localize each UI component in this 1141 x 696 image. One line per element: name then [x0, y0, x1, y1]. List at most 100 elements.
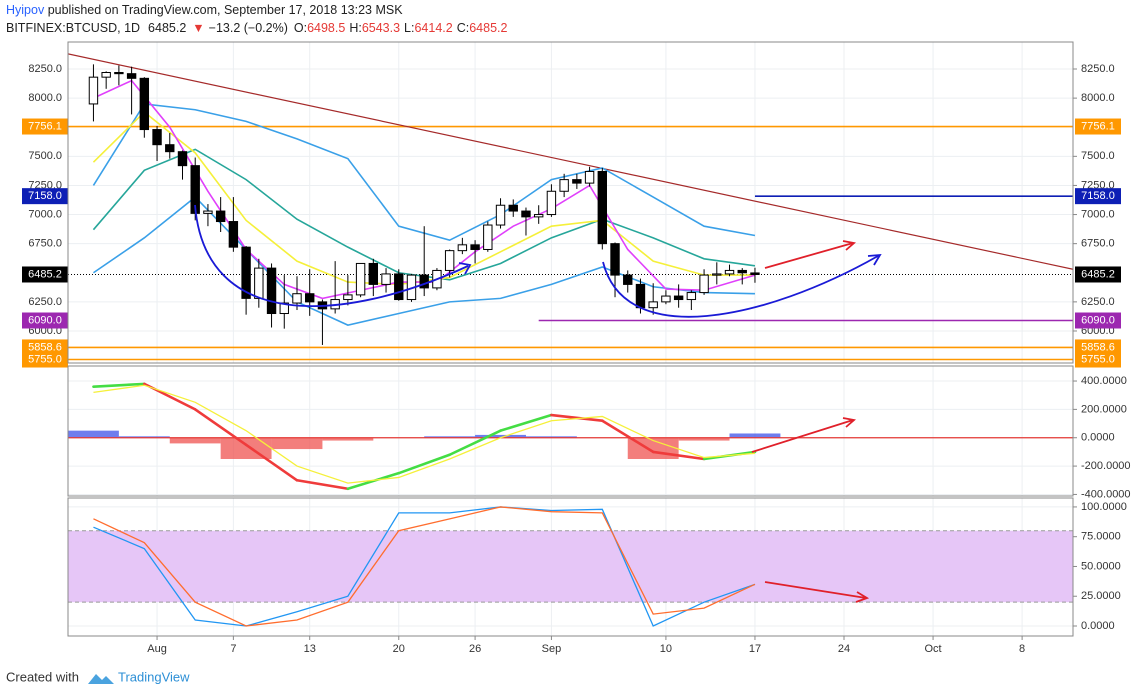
candle-body: [114, 72, 124, 75]
price-tag: [22, 339, 68, 356]
candle-body: [457, 244, 468, 252]
candle-body: [661, 295, 671, 303]
candle-body: [521, 210, 531, 218]
candle-body: [623, 274, 633, 285]
histogram-bar: [118, 436, 170, 438]
indicator-segment: [550, 413, 604, 423]
candle-body: [495, 204, 506, 226]
candle-body: [470, 244, 480, 250]
candle-body: [712, 273, 722, 276]
panel-frame: [67, 365, 1074, 497]
candle-body: [635, 283, 646, 309]
candle-body: [686, 292, 697, 301]
histogram-bar: [729, 433, 781, 438]
symbol: BITFINEX:BTCUSD, 1D: [6, 21, 140, 35]
y-tick-label: -200.0000: [1081, 460, 1131, 472]
candle-body: [699, 274, 709, 294]
panel-frame: [67, 497, 1074, 637]
band: [68, 530, 1073, 603]
candle-body: [444, 250, 455, 271]
candle-body: [648, 301, 658, 309]
ohlc-value: 6485.2: [469, 21, 507, 35]
indicator-segment: [651, 450, 706, 461]
price-tag: [1075, 312, 1121, 329]
candle-body: [572, 179, 582, 184]
indicator-line: [93, 506, 756, 627]
y-tick-label: 6750.0: [28, 238, 62, 250]
y-tick-label: 400.0000: [1081, 375, 1127, 387]
y-tick-label: 200.0000: [1081, 403, 1127, 415]
candle-body: [152, 129, 162, 146]
x-tick-label: 26: [469, 643, 481, 655]
candle-body: [228, 221, 239, 248]
indicator-segment: [92, 382, 146, 388]
candle-body: [241, 246, 251, 299]
candle-body: [215, 210, 226, 223]
price-tag-label: 6485.2: [28, 268, 62, 280]
panel: [68, 498, 1073, 636]
candle-body: [419, 274, 429, 289]
candle-body: [203, 210, 213, 214]
y-tick-label: 0.0000: [1081, 620, 1115, 632]
arrow: [764, 240, 856, 269]
y-tick-label: -400.0000: [1081, 488, 1131, 500]
candle-body: [279, 302, 289, 315]
header-line: Hyipov published on TradingView.com, Sep…: [6, 3, 403, 17]
candle-body: [343, 294, 353, 301]
y-tick-label: 50.0000: [1081, 560, 1121, 572]
price-tag-label: 7756.1: [1081, 120, 1115, 132]
histogram-bar: [68, 430, 119, 438]
y-tick-label: 6750.0: [1081, 238, 1115, 250]
candle-body: [292, 293, 302, 304]
indicator-line: [93, 79, 756, 300]
candle-body: [101, 72, 111, 78]
x-tick-label: 24: [838, 643, 850, 655]
author[interactable]: Hyipov: [6, 3, 45, 17]
candle-body: [88, 76, 99, 105]
ohlc-label: H:: [349, 21, 362, 35]
candle-body: [394, 273, 404, 301]
candle-body: [126, 73, 137, 79]
y-tick-label: 8250.0: [28, 63, 62, 75]
y-tick-label: 25.0000: [1081, 590, 1121, 602]
panel: [68, 366, 1073, 496]
price-tag: [1075, 266, 1121, 283]
brand[interactable]: TradingView: [118, 669, 190, 684]
candle-body: [305, 293, 315, 303]
footer-text: Created with: [6, 669, 79, 684]
price-tag-label: 5755.0: [1081, 353, 1115, 365]
ohlc-label: O:: [294, 21, 307, 35]
price-tag: [1075, 339, 1121, 356]
candle-body: [750, 272, 760, 275]
footer: Created with TradingView: [6, 669, 190, 684]
price-tag-label: 6090.0: [1081, 314, 1115, 326]
logo: [88, 674, 114, 684]
candle-body: [165, 144, 175, 153]
trendline: [68, 53, 1073, 270]
candle-body: [508, 204, 518, 212]
candle-body: [597, 170, 608, 245]
curve: [602, 255, 879, 318]
indicator-segment: [601, 419, 655, 454]
histogram-bar: [525, 436, 577, 438]
curve: [194, 204, 469, 308]
indicator-segment: [397, 453, 451, 475]
candle-body: [177, 151, 188, 167]
x-tick-label: 7: [230, 643, 236, 655]
price-tag-label: 7158.0: [1081, 190, 1115, 202]
candle-body: [546, 190, 557, 216]
histogram-bar: [271, 437, 323, 450]
x-tick-label: Oct: [925, 643, 942, 655]
price-tag-label: 5858.6: [28, 341, 62, 353]
histogram-bar: [424, 436, 476, 438]
candle-body: [584, 170, 595, 184]
price-tag-label: 6090.0: [28, 314, 62, 326]
x-tick-label: 13: [304, 643, 316, 655]
x-tick-label: Sep: [542, 643, 562, 655]
x-tick-label: 17: [749, 643, 761, 655]
arrow-head: [458, 262, 472, 275]
panel-frame: [67, 41, 1074, 364]
price-tag-label: 5858.6: [1081, 341, 1115, 353]
candle-body: [673, 295, 684, 301]
ohlc-value: 6543.3: [362, 21, 400, 35]
